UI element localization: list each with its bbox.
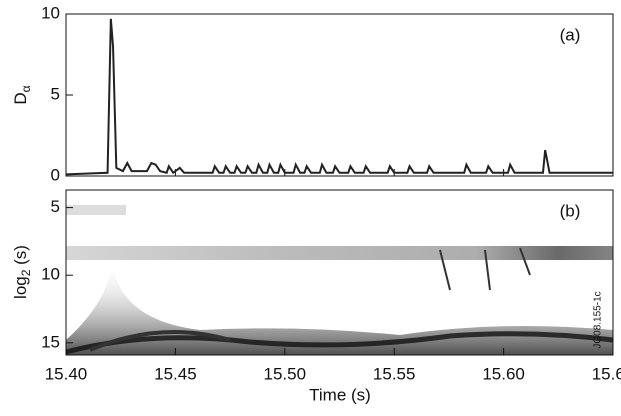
panel-label: (b) — [560, 201, 581, 220]
x-tick-label: 15.40 — [45, 364, 88, 383]
frame-b — [65, 189, 614, 356]
y-axis-label: Dα — [11, 85, 33, 104]
scalogram — [65, 205, 614, 355]
y-tick-label: 5 — [51, 84, 60, 103]
side-note: JG08.155-1c — [593, 291, 604, 348]
x-tick-label: 15.45 — [154, 364, 197, 383]
x-axis-label: Time (s) — [309, 385, 371, 404]
x-tick-label: 15.60 — [482, 364, 525, 383]
x-tick-label: 15.50 — [264, 364, 307, 383]
x-tick-label: 15.55 — [373, 364, 416, 383]
y-tick-label: 5 — [51, 197, 60, 216]
y-axis-label: log2 (s) — [11, 245, 33, 299]
y-tick-label: 0 — [51, 165, 60, 184]
y-tick-label: 10 — [41, 3, 60, 22]
y-tick-label: 15 — [41, 332, 60, 351]
panel-label: (a) — [560, 25, 581, 44]
data-line — [65, 18, 613, 176]
x-tick-label: 15.65 — [592, 364, 621, 383]
frame-a — [65, 13, 614, 177]
y-tick-label: 10 — [41, 265, 60, 284]
